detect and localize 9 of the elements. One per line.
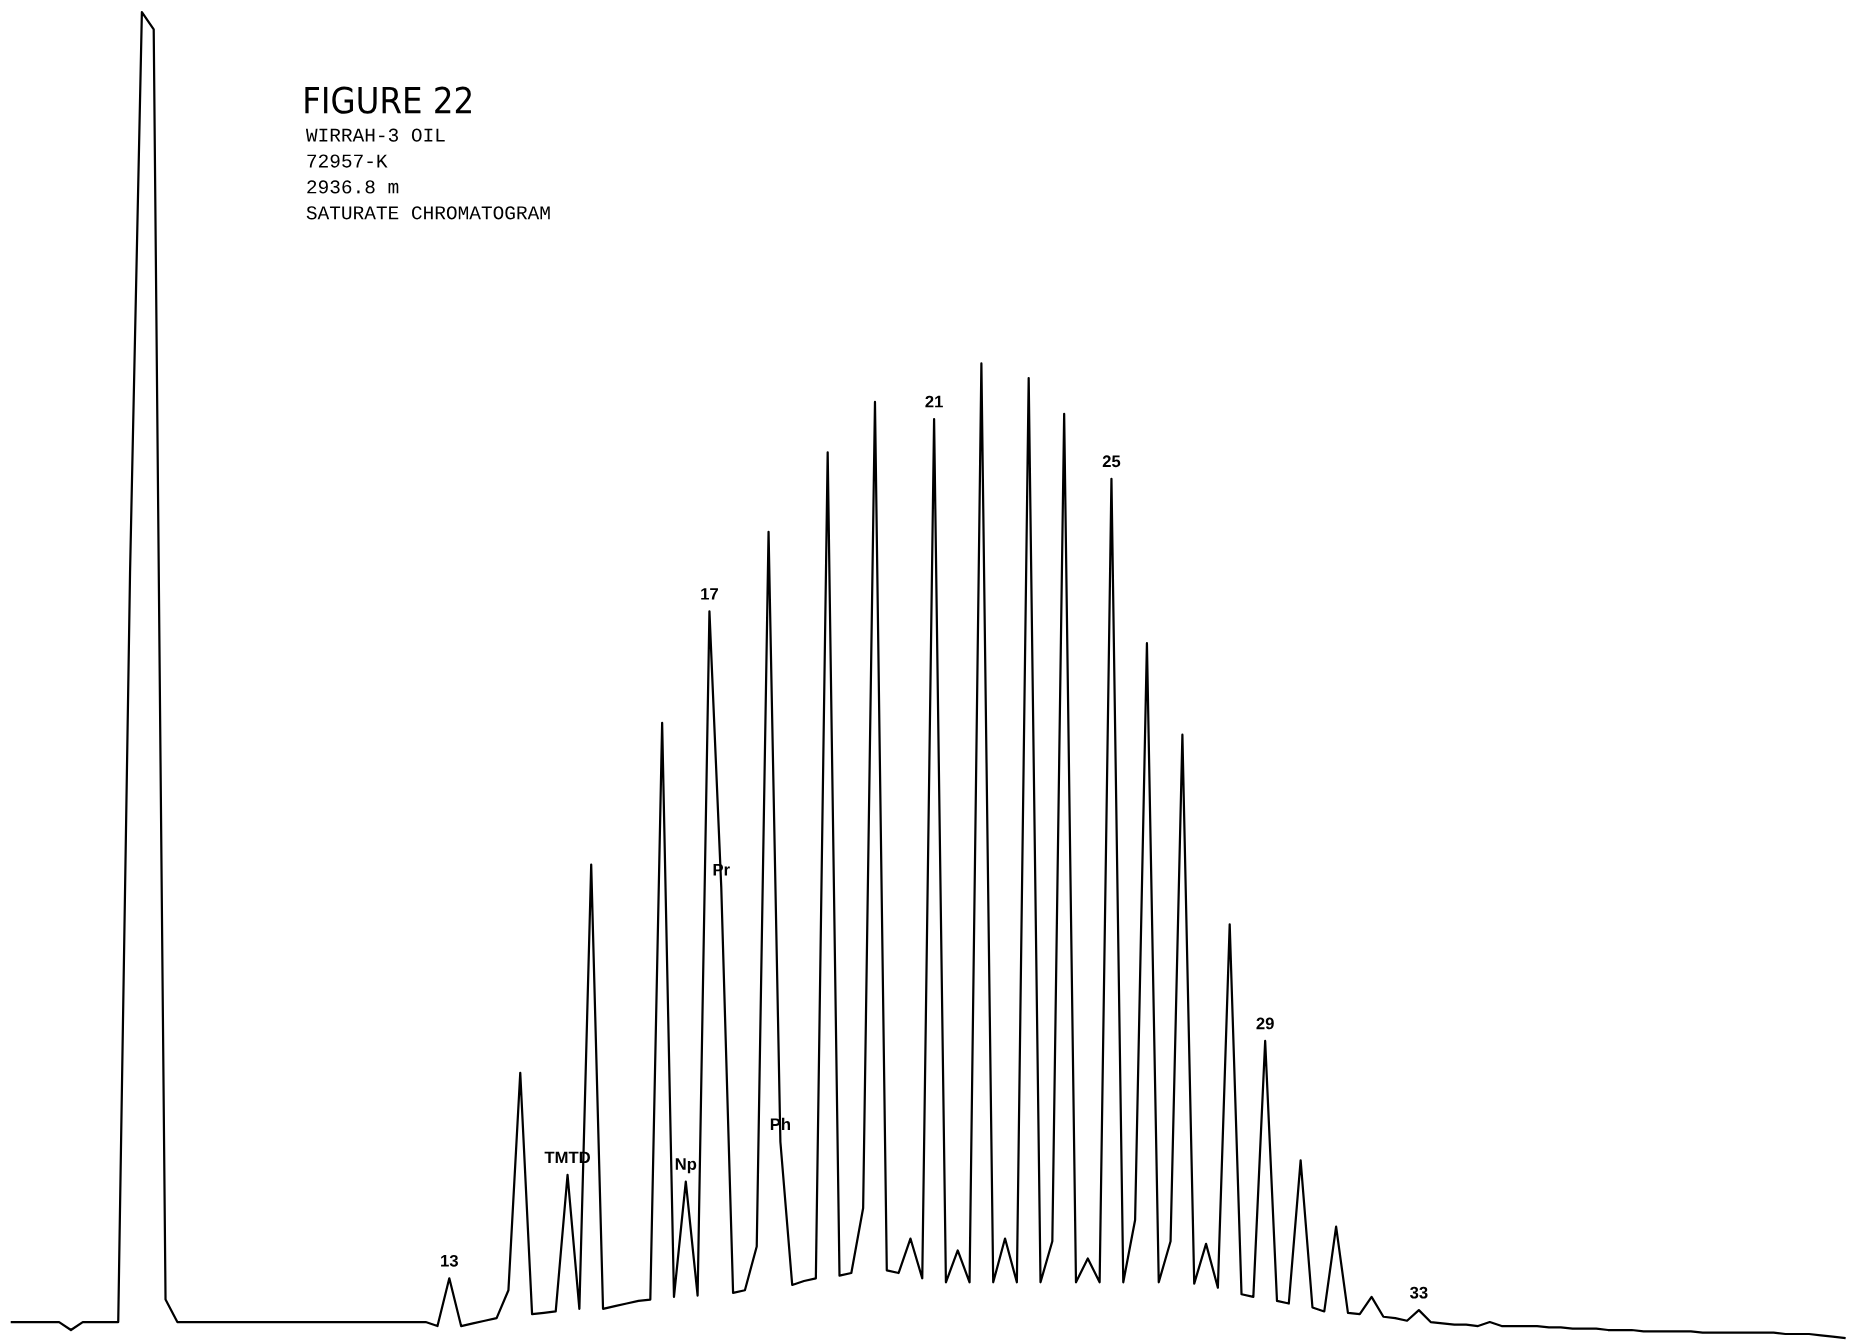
annotation: 13 [441, 1254, 458, 1267]
annotation: 17 [701, 588, 718, 600]
annotation: 29 [1256, 1017, 1274, 1030]
annotation: 33 [1409, 1286, 1428, 1299]
text: FIGURE 22 [305, 86, 471, 114]
annotation: Np [675, 1158, 697, 1174]
annotation: 21 [925, 395, 943, 408]
text: WIRRAH-3 OIL 72957-K 2936.8 m SATURATE CHROMATOGRAM [305, 128, 550, 220]
annotation: 25 [1102, 455, 1121, 468]
